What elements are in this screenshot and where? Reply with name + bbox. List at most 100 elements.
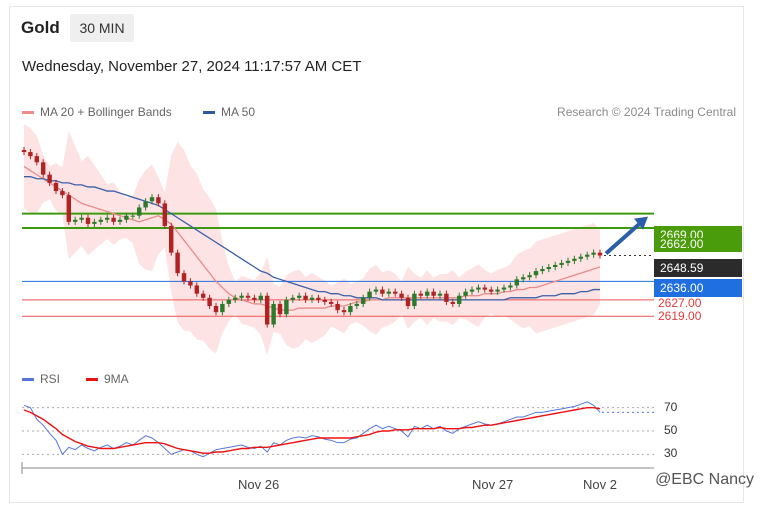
rsi-series-RSI xyxy=(23,401,601,458)
candle xyxy=(444,290,449,305)
candle xyxy=(559,259,564,269)
candle-body xyxy=(552,264,558,267)
candle-body xyxy=(168,225,174,253)
candle-body xyxy=(296,295,302,298)
candle xyxy=(418,290,424,299)
candle xyxy=(130,212,136,219)
candle xyxy=(104,214,110,223)
candle-body xyxy=(220,303,225,313)
candle-body xyxy=(40,162,46,175)
candle xyxy=(290,294,296,303)
candle-body xyxy=(175,252,180,274)
candle xyxy=(456,292,462,308)
candle xyxy=(348,302,353,316)
candle-body xyxy=(508,285,513,288)
candle-body xyxy=(156,197,161,204)
candle xyxy=(232,294,238,303)
candle-body xyxy=(335,303,340,311)
candle xyxy=(162,200,168,230)
candle-body xyxy=(341,310,347,313)
candle-body xyxy=(578,256,584,259)
candle xyxy=(495,286,500,295)
candle xyxy=(53,179,59,195)
candle-body xyxy=(136,207,142,216)
rsi-ma-swatch xyxy=(86,377,98,381)
candle-body xyxy=(533,271,539,276)
candle xyxy=(258,292,264,303)
candle xyxy=(328,298,334,308)
rsi-label: RSI xyxy=(40,372,61,386)
candle-body xyxy=(424,291,430,296)
candle-body xyxy=(28,152,33,157)
candle xyxy=(188,278,193,289)
instrument-title: Gold xyxy=(21,18,60,37)
candle xyxy=(168,222,174,256)
candle xyxy=(181,270,187,285)
last-price-label: 2648.59 xyxy=(654,259,742,277)
candle-body xyxy=(527,275,532,278)
candle-body xyxy=(117,219,123,222)
candle-body xyxy=(181,273,187,282)
candle xyxy=(21,146,27,156)
candle-body xyxy=(226,299,232,304)
candle-body xyxy=(469,289,475,292)
candle xyxy=(303,292,308,303)
candle xyxy=(597,249,603,259)
candle xyxy=(28,148,33,160)
candle xyxy=(565,257,571,266)
candle-body xyxy=(501,287,507,290)
candle xyxy=(527,272,532,281)
candle-body xyxy=(405,297,411,306)
candle xyxy=(252,294,257,303)
candle-body xyxy=(463,291,468,296)
candle xyxy=(591,249,596,258)
candle-body xyxy=(450,301,456,304)
timeframe-badge[interactable]: 30 MIN xyxy=(70,14,134,42)
candle xyxy=(508,282,513,291)
x-label-nov27: Nov 27 xyxy=(472,477,514,492)
candle xyxy=(194,282,200,297)
candle xyxy=(354,300,360,310)
candle xyxy=(92,218,97,227)
candle xyxy=(552,261,558,271)
candle xyxy=(424,288,430,299)
candle-body xyxy=(213,306,219,313)
candle-body xyxy=(124,215,129,220)
candle xyxy=(501,284,507,293)
candle-body xyxy=(207,297,212,306)
candle-body xyxy=(303,295,308,300)
candle-body xyxy=(476,287,481,290)
candle xyxy=(72,216,78,225)
forecast-arrow-head xyxy=(634,216,648,230)
candle-body xyxy=(245,295,251,298)
x-label-nov26: Nov 26 xyxy=(238,477,280,492)
candle-body xyxy=(290,297,296,300)
ma50-line xyxy=(24,176,600,301)
candle xyxy=(488,286,494,295)
candles-layer xyxy=(21,146,603,328)
candle xyxy=(245,292,251,301)
candle xyxy=(220,300,225,316)
candle-body xyxy=(412,293,417,306)
candle-body xyxy=(252,297,257,300)
candle xyxy=(85,214,91,227)
candle-body xyxy=(328,301,334,304)
candle-body xyxy=(194,285,200,294)
candle xyxy=(412,290,417,310)
candle xyxy=(143,198,148,211)
candle xyxy=(47,171,52,186)
legend-ma20: MA 20 + Bollinger Bands xyxy=(22,105,172,119)
candle xyxy=(111,214,116,225)
candle xyxy=(373,286,379,295)
candle xyxy=(437,290,443,299)
candle-body xyxy=(60,191,65,196)
candle xyxy=(66,192,72,225)
candle xyxy=(40,159,46,178)
candle-body xyxy=(546,267,552,270)
candle-body xyxy=(104,217,110,220)
candle xyxy=(399,290,404,301)
candle-body xyxy=(354,303,360,306)
candle-body xyxy=(495,289,500,292)
candle xyxy=(60,187,65,199)
